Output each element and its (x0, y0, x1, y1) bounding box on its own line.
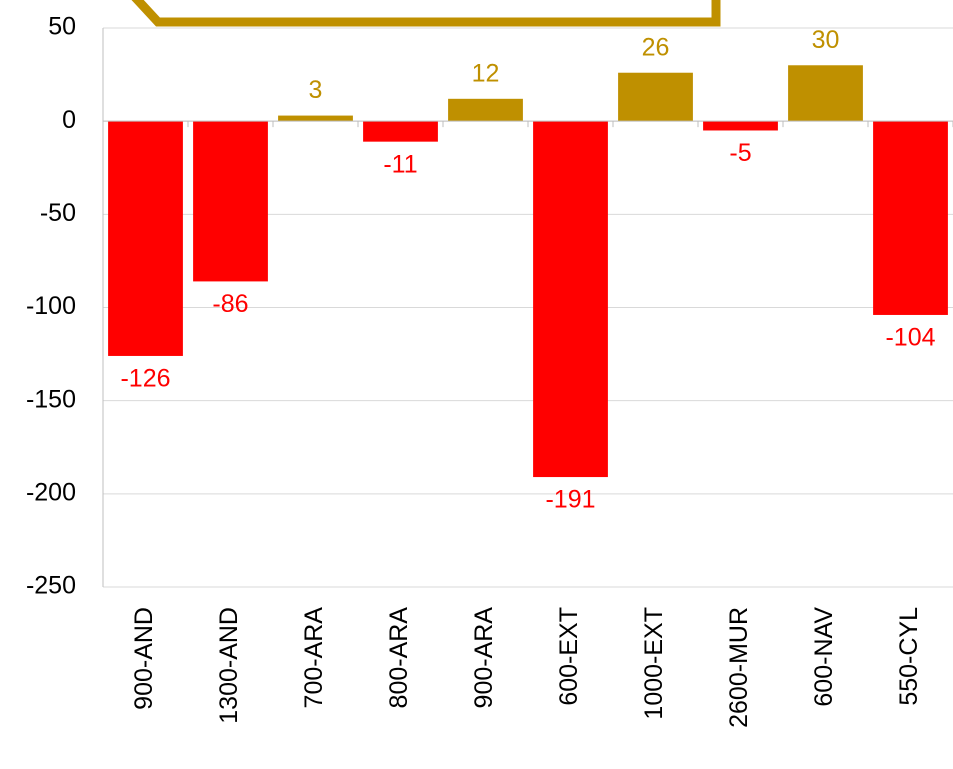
x-tick-label: 800-ARA (385, 607, 413, 709)
bar (788, 65, 863, 122)
x-tick-label: 1300-AND (215, 607, 243, 724)
bar (533, 121, 608, 478)
x-tick-label: 550-CYL (895, 607, 923, 706)
bar (618, 72, 693, 122)
bar (278, 115, 353, 122)
bar (873, 121, 948, 315)
bar (108, 121, 183, 356)
x-tick-label: 600-NAV (810, 607, 838, 707)
data-label: 30 (812, 26, 840, 54)
data-label: 3 (309, 76, 323, 104)
data-label: -5 (729, 139, 751, 167)
y-tick-label: 50 (48, 13, 76, 41)
data-label: -191 (545, 486, 595, 514)
y-tick-label: -50 (40, 199, 76, 227)
data-label: -11 (383, 150, 417, 178)
bar (193, 121, 268, 282)
y-tick-label: -250 (26, 572, 76, 600)
data-label: -126 (120, 365, 170, 393)
x-tick-label: 900-AND (130, 607, 158, 710)
x-tick-label: 1000-EXT (640, 607, 668, 720)
x-tick-label: 700-ARA (300, 607, 328, 709)
x-tick-label: 900-ARA (470, 607, 498, 709)
x-tick-label: 2600-MUR (725, 607, 753, 728)
data-label: -104 (885, 324, 935, 352)
data-label: 26 (642, 33, 670, 61)
bar (448, 98, 523, 122)
annotation-box (131, 0, 721, 27)
x-tick-label: 600-EXT (555, 607, 583, 706)
y-tick-label: -200 (26, 478, 76, 506)
data-label: -86 (212, 290, 248, 318)
y-tick-label: -100 (26, 292, 76, 320)
bar (703, 121, 778, 131)
y-tick-label: 0 (62, 106, 76, 134)
data-label: 12 (472, 59, 500, 87)
bar (363, 121, 438, 142)
y-tick-label: -150 (26, 385, 76, 413)
